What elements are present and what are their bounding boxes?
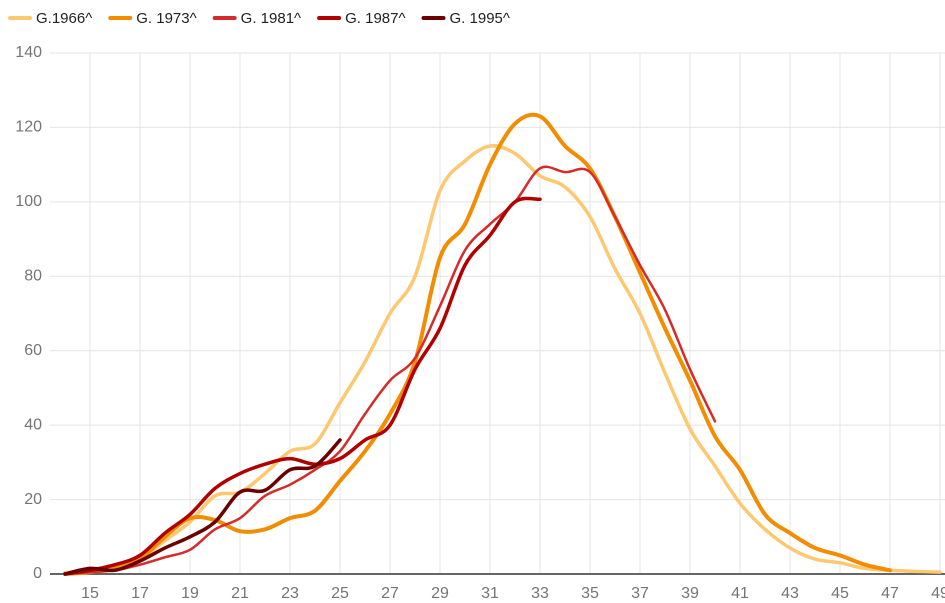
x-tick-label: 25: [331, 585, 349, 602]
y-tick-label: 100: [15, 193, 42, 210]
legend-label: G. 1981^: [241, 10, 301, 27]
x-tick-label: 41: [731, 585, 749, 602]
legend-label: G. 1995^: [450, 10, 510, 27]
x-tick-label: 15: [81, 585, 99, 602]
x-tick-label: 27: [381, 585, 399, 602]
y-tick-label: 60: [24, 342, 42, 359]
x-tick-label: 47: [881, 585, 899, 602]
x-tick-label: 39: [681, 585, 699, 602]
y-tick-label: 120: [15, 119, 42, 136]
series-line: [63, 165, 717, 576]
series-line: [63, 112, 892, 576]
x-tick-label: 37: [631, 585, 649, 602]
y-tick-label: 80: [24, 268, 42, 285]
x-tick-label: 33: [531, 585, 549, 602]
y-tick-label: 40: [24, 416, 42, 433]
x-tick-label: 35: [581, 585, 599, 602]
x-tick-label: 43: [781, 585, 799, 602]
legend-label: G. 1973^: [136, 10, 196, 27]
x-tick-label: 45: [831, 585, 849, 602]
legend-label: G.1966^: [36, 10, 92, 27]
series-line: [63, 196, 542, 576]
x-tick-label: 21: [231, 585, 249, 602]
x-tick-label: 19: [181, 585, 199, 602]
legend-label: G. 1987^: [345, 10, 405, 27]
x-tick-label: 17: [131, 585, 149, 602]
x-tick-label: 23: [281, 585, 299, 602]
y-tick-label: 0: [33, 565, 42, 582]
y-tick-label: 20: [24, 491, 42, 508]
y-tick-label: 140: [15, 44, 42, 61]
x-tick-label: 49: [931, 585, 945, 602]
x-tick-label: 29: [431, 585, 449, 602]
series-line: [63, 438, 342, 576]
x-tick-label: 31: [481, 585, 499, 602]
